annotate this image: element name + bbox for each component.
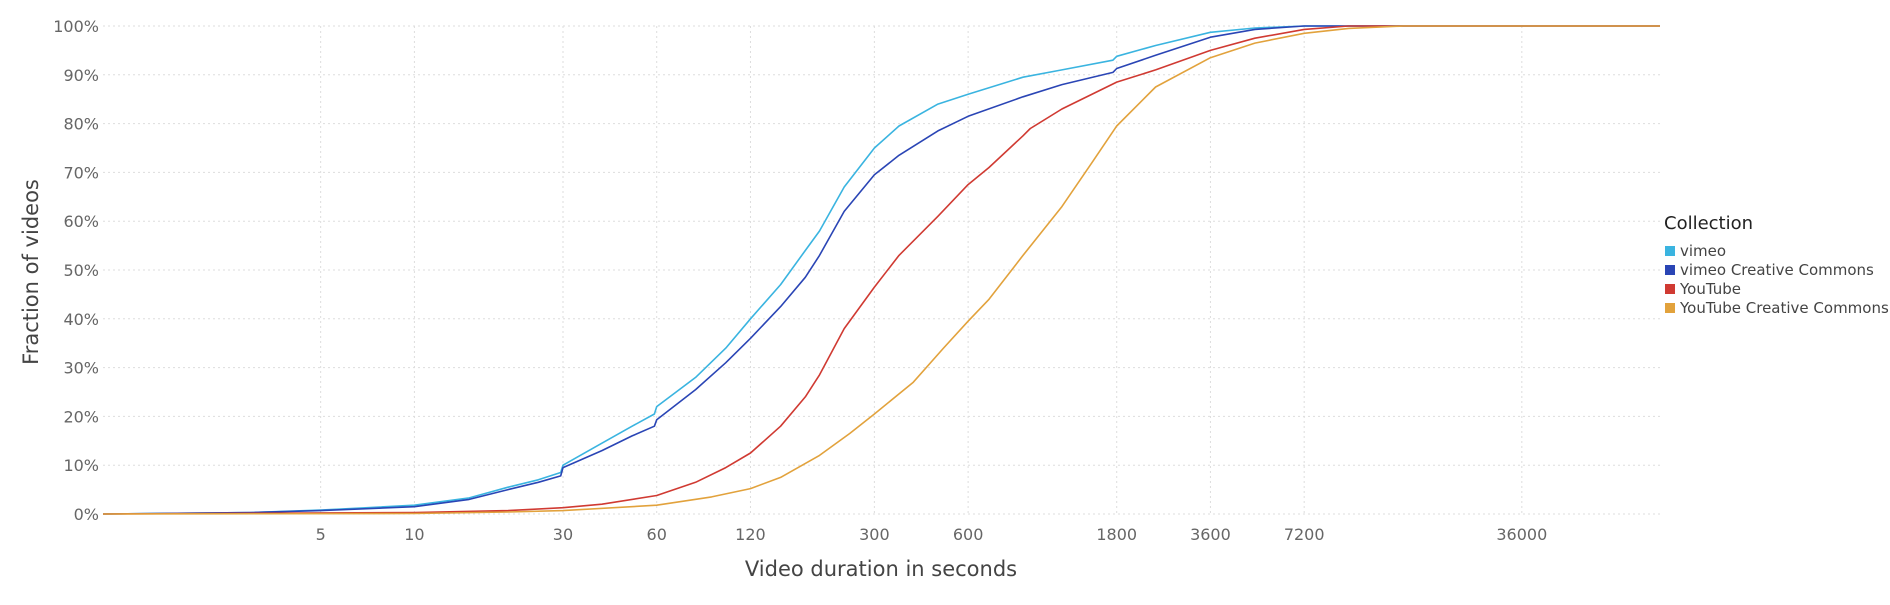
legend-swatch: [1665, 265, 1675, 275]
y-axis-title: Fraction of videos: [19, 179, 43, 365]
y-axis-ticks: 0% 10% 20% 30% 40% 50% 60% 70% 80% 90% 100%: [53, 17, 99, 524]
x-tick-label: 36000: [1496, 525, 1547, 544]
x-tick-label: 10: [404, 525, 424, 544]
y-tick-label: 80%: [63, 115, 99, 134]
x-tick-label: 3600: [1190, 525, 1231, 544]
y-tick-label: 90%: [63, 66, 99, 85]
legend-label: vimeo Creative Commons: [1680, 261, 1874, 279]
y-tick-label: 50%: [63, 261, 99, 280]
y-tick-label: 0%: [74, 505, 99, 524]
y-tick-label: 60%: [63, 212, 99, 231]
series-line-2: [102, 25, 1660, 515]
x-tick-label: 60: [647, 525, 667, 544]
y-tick-label: 70%: [63, 163, 99, 182]
y-tick-label: 20%: [63, 407, 99, 426]
grid: [103, 25, 1660, 515]
x-axis-ticks: 5 10 30 60 120 300 600 1800 3600 7200 36000: [316, 525, 1548, 544]
y-tick-label: 100%: [53, 17, 99, 36]
series-lines: [102, 25, 1660, 515]
x-tick-label: 5: [316, 525, 326, 544]
x-tick-label: 7200: [1284, 525, 1325, 544]
series-line-0: [102, 25, 1660, 515]
y-tick-label: 10%: [63, 456, 99, 475]
series-line-1: [102, 25, 1660, 515]
x-tick-label: 600: [953, 525, 984, 544]
x-tick-label: 120: [735, 525, 766, 544]
legend-label: YouTube Creative Commons: [1679, 299, 1889, 317]
legend-label: YouTube: [1679, 280, 1741, 298]
legend-swatch: [1665, 303, 1675, 313]
x-tick-label: 30: [553, 525, 573, 544]
series-line-3: [102, 25, 1660, 515]
x-tick-label: 300: [859, 525, 890, 544]
x-axis-title: Video duration in seconds: [745, 557, 1017, 581]
legend-swatch: [1665, 246, 1675, 256]
legend-label: vimeo: [1680, 242, 1726, 260]
y-tick-label: 30%: [63, 359, 99, 378]
y-tick-label: 40%: [63, 310, 99, 329]
legend-title: Collection: [1664, 213, 1753, 234]
legend-swatch: [1665, 284, 1675, 294]
x-tick-label: 1800: [1096, 525, 1137, 544]
